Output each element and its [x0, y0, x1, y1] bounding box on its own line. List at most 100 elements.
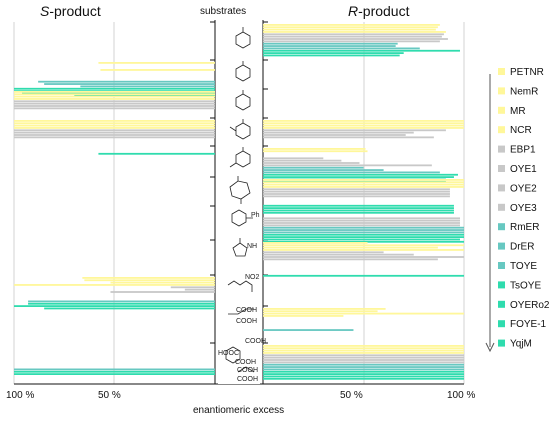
bar-right-0-TsOYE	[263, 49, 460, 52]
bar-right-0-MR	[263, 28, 436, 31]
legend-label-TOYE: TOYE	[510, 261, 537, 272]
legend-label-OYE1: OYE1	[510, 164, 537, 175]
bar-right-6-FOYE-1	[263, 238, 460, 241]
legend-label-OYE3: OYE3	[510, 203, 537, 214]
substrate-structure-9	[228, 308, 254, 315]
substrate-structure-2	[235, 90, 251, 111]
substrate-structure-0	[235, 27, 251, 49]
bars-right	[263, 24, 464, 380]
substrate-structure-1	[235, 61, 251, 82]
bar-right-extra-10-PETNR	[263, 345, 464, 347]
bar-left-1-DrER	[44, 83, 216, 85]
x-axis-label: enantiomeric excess	[193, 405, 284, 416]
bar-right-extra-3-PETNR	[263, 120, 464, 122]
bar-left-1-PETNR	[98, 62, 215, 64]
bar-right-5-YqjM	[263, 211, 454, 214]
bar-right-extra-10-RmER	[263, 363, 464, 366]
legend-label-RmER: RmER	[510, 222, 539, 233]
right-tick-100: 100 %	[447, 390, 475, 401]
bar-right-0-RmER	[263, 42, 398, 45]
substrate-structure-3	[229, 119, 251, 140]
bar-right-extra-10-OYE2	[263, 359, 464, 361]
bar-left-8-NemR	[84, 279, 215, 282]
bar-right-extra-3-NemR	[263, 122, 464, 125]
bar-left-3-MR	[14, 124, 215, 127]
bar-right-4-TsOYE	[263, 173, 458, 176]
bar-left-8-OYE1	[184, 288, 215, 291]
left-tick-100: 100 %	[6, 390, 34, 401]
legend-label-MR: MR	[510, 106, 526, 117]
right-panel-title: R-product	[348, 3, 410, 19]
bar-right-6-OYE3	[263, 224, 460, 227]
bar-right-6-EBP1	[263, 217, 460, 220]
bar-right-4-OYE1	[263, 159, 342, 162]
substrate-structure-5	[229, 176, 251, 204]
legend-arrow-head	[485, 342, 495, 353]
bar-right-extra-3-OYE2	[263, 134, 406, 136]
bar-right-extra-10-NemR	[263, 347, 464, 350]
bar-right-0-FOYE-1	[263, 54, 400, 57]
legend-label-YqjM: YqjM	[510, 339, 532, 350]
legend-swatch-MR	[498, 106, 505, 114]
bar-right-7-MR	[263, 246, 438, 249]
bar-left-3-NemR	[14, 122, 215, 125]
bar-right-5-NCR	[263, 186, 464, 188]
bar-right-0-EBP1	[263, 33, 444, 36]
substrate-structure-8	[227, 280, 253, 292]
bar-right-7-NemR	[263, 244, 464, 247]
bar-right-4-PETNR	[263, 148, 366, 150]
bar-right-extra-10-FOYE-1	[263, 375, 464, 378]
bar-right-5-TsOYE	[263, 204, 454, 207]
bar-right-extra-3-MR	[263, 124, 464, 127]
substrate-structure-6	[231, 209, 253, 227]
bar-left-8-OYERo2	[14, 305, 215, 307]
bar-right-6-DrER	[263, 229, 464, 231]
bar-right-9-NCR	[263, 315, 344, 317]
bar-left-8-NCR	[14, 284, 215, 286]
legend-swatch-TsOYE	[498, 281, 505, 289]
bar-left-8-FOYE-1	[44, 307, 216, 310]
legend-swatch-EBP1	[498, 145, 505, 153]
bar-right-4-OYERo2	[263, 176, 454, 178]
bar-left-8-PETNR	[82, 277, 215, 279]
bar-left-2-MR	[14, 95, 215, 98]
bar-left-10-TOYE	[14, 368, 215, 371]
left-tick-50: 50 %	[98, 390, 121, 401]
bar-left-3-OYE1	[14, 131, 215, 134]
bar-right-0-OYE1	[263, 35, 442, 38]
bar-right-0-TOYE	[263, 47, 420, 50]
legend-swatch-OYE1	[498, 165, 505, 172]
substrate-structure-10	[225, 346, 241, 364]
bar-right-7-OYE3	[263, 258, 438, 261]
substrate-label-cooh-1: COOH	[236, 307, 257, 314]
legend-swatch-FOYE-1	[498, 320, 505, 328]
substrates-title: substrates	[200, 6, 246, 17]
bar-right-extra-10-TOYE	[263, 368, 464, 371]
legend-label-OYE2: OYE2	[510, 183, 537, 194]
bar-left-3-YqjM	[98, 152, 215, 155]
substrate-structure-4	[229, 147, 251, 168]
legend-label-OYERo2: OYERo2	[510, 300, 550, 311]
legend-swatch-OYERo2	[498, 300, 505, 308]
bar-right-5-PETNR	[263, 179, 464, 181]
bar-right-9-MR	[263, 312, 464, 315]
bar-right-6-OYE2	[263, 222, 460, 224]
bar-right-5-EBP1	[263, 188, 450, 191]
bar-left-1-TsOYE	[14, 87, 215, 90]
bar-right-7-OYE1	[263, 253, 414, 256]
bar-right-0-OYE3	[263, 40, 440, 43]
legend-label-PETNR: PETNR	[510, 67, 544, 78]
bar-left-3-OYE2	[14, 134, 215, 136]
bar-right-9-DrER	[263, 329, 354, 331]
bar-right-7-PETNR	[263, 242, 368, 244]
legend-swatch-RmER	[498, 223, 505, 231]
bar-right-extra-10-YqjM	[263, 377, 464, 380]
bar-left-2-NemR	[14, 93, 215, 96]
substrate-label-ph: Ph	[251, 212, 260, 219]
legend-swatch-NCR	[498, 126, 505, 134]
legend-label-NCR: NCR	[510, 125, 532, 136]
bar-right-5-OYE2	[263, 193, 450, 195]
substrate-label-cooh-6: COOH	[237, 376, 258, 383]
